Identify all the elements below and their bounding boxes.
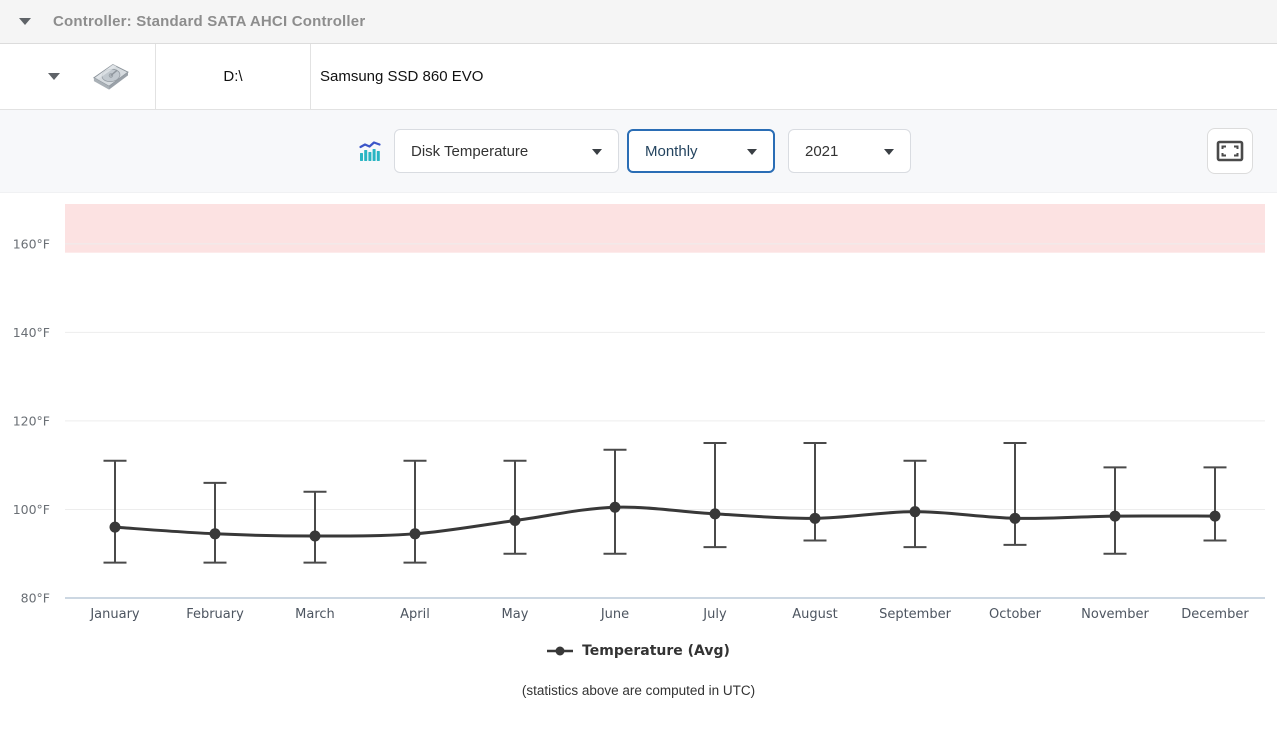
legend-label: Temperature (Avg)	[582, 643, 730, 659]
y-axis-label: 160°F	[13, 236, 50, 251]
x-axis-label: August	[792, 607, 838, 622]
x-axis-label: October	[989, 607, 1042, 622]
legend-marker-icon	[547, 646, 574, 656]
year-value: 2021	[805, 142, 839, 160]
data-point	[1009, 512, 1021, 524]
data-point	[609, 501, 621, 513]
controller-title: Controller: Standard SATA AHCI Controlle…	[53, 13, 366, 30]
chevron-down-icon	[884, 149, 894, 155]
y-axis-label: 120°F	[13, 413, 50, 428]
data-point	[309, 530, 321, 542]
data-point	[909, 506, 921, 518]
chevron-down-icon	[592, 149, 602, 155]
controller-collapse-icon[interactable]	[19, 18, 31, 25]
chart-legend: Temperature (Avg)	[0, 643, 1277, 659]
warning-zone	[65, 204, 1265, 253]
disk-row[interactable]: D:\ Samsung SSD 860 EVO	[0, 44, 1277, 110]
drive-letter: D:\	[156, 44, 311, 109]
data-point	[1209, 510, 1221, 522]
data-point	[1109, 510, 1121, 522]
chevron-down-icon	[747, 149, 757, 155]
chart-type-select[interactable]: Disk Temperature	[394, 129, 619, 173]
data-point	[409, 528, 421, 540]
y-axis-label: 140°F	[13, 325, 50, 340]
fullscreen-button[interactable]	[1207, 128, 1253, 174]
x-axis-label: September	[879, 607, 952, 622]
x-axis-label: January	[89, 607, 140, 622]
data-point	[809, 512, 821, 524]
x-axis-label: May	[502, 607, 529, 622]
disk-expander-cell	[0, 44, 156, 109]
x-axis-label: April	[400, 607, 430, 622]
period-select[interactable]: Monthly	[627, 129, 775, 173]
chart-type-value: Disk Temperature	[411, 142, 529, 160]
utc-note: (statistics above are computed in UTC)	[521, 683, 756, 698]
disk-model: Samsung SSD 860 EVO	[320, 68, 484, 85]
chart-toolbar: Disk Temperature Monthly 2021	[0, 110, 1277, 193]
x-axis-label: February	[186, 607, 244, 622]
chart-icon	[359, 140, 381, 162]
fullscreen-icon	[1216, 140, 1244, 162]
period-value: Monthly	[645, 142, 698, 160]
hard-disk-icon	[87, 56, 133, 97]
series-line	[114, 505, 1216, 538]
data-point	[509, 515, 521, 527]
year-select[interactable]: 2021	[788, 129, 911, 173]
data-point	[209, 528, 221, 540]
x-axis-label: March	[295, 607, 335, 622]
data-point	[109, 521, 121, 533]
controller-header: Controller: Standard SATA AHCI Controlle…	[0, 0, 1277, 44]
x-axis-label: June	[600, 607, 629, 622]
x-axis-label: December	[1181, 607, 1249, 622]
x-axis-label: July	[702, 607, 727, 622]
data-point	[709, 508, 721, 520]
x-axis-label: November	[1081, 607, 1149, 622]
y-axis-label: 80°F	[21, 591, 50, 606]
y-axis-label: 100°F	[13, 502, 50, 517]
disk-collapse-icon[interactable]	[48, 73, 60, 80]
temperature-chart: 160°F 140°F 120°F 100°F 80°F January February M…	[13, 204, 1265, 622]
